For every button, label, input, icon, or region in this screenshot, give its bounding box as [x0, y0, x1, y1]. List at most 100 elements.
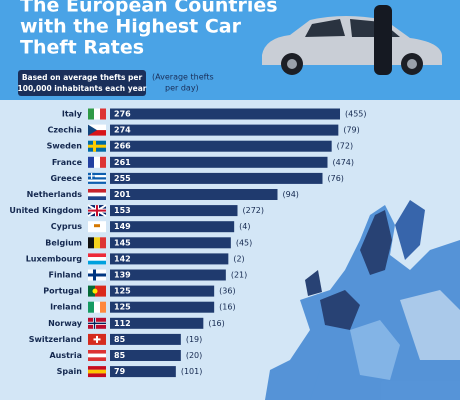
value-label: 142 [114, 254, 131, 263]
flag-part [88, 124, 97, 136]
country-label: Luxembourg [26, 254, 83, 263]
value-label: 274 [114, 126, 131, 135]
flag-part [88, 273, 106, 277]
country-label: Portugal [43, 287, 82, 296]
bar [110, 269, 226, 281]
flag-part [88, 172, 106, 176]
per-day-label: (455) [345, 110, 367, 119]
flag-part [100, 301, 106, 313]
country-label: Netherlands [27, 190, 83, 199]
flag-part [94, 108, 100, 120]
flag-part [88, 301, 94, 313]
flag-part [88, 253, 106, 258]
value-label: 125 [114, 303, 131, 312]
country-label: Norway [48, 319, 83, 328]
value-label: 149 [114, 222, 131, 231]
flag [88, 237, 106, 249]
country-label: France [52, 158, 83, 167]
flag-part [88, 189, 106, 193]
flag [87, 204, 107, 217]
bar [110, 237, 231, 249]
flag-part [88, 196, 106, 200]
bar [110, 221, 235, 233]
flag-part [88, 285, 95, 297]
flag-part [88, 144, 106, 148]
flag [88, 366, 106, 378]
flag-part [95, 285, 106, 297]
per-day-label: (94) [283, 190, 299, 199]
flag-part [88, 366, 106, 370]
value-label: 85 [114, 335, 126, 344]
flag-part [93, 338, 101, 341]
flag-part [88, 124, 106, 131]
flag [88, 350, 106, 361]
flag [88, 189, 106, 200]
per-day-label: (16) [219, 303, 235, 312]
value-label: 125 [114, 287, 131, 296]
flag [88, 317, 106, 329]
value-label: 85 [114, 351, 126, 360]
per-day-label: (36) [219, 287, 235, 296]
bar [110, 108, 340, 120]
bar [110, 189, 278, 200]
flag-part [92, 288, 98, 294]
flag-part [88, 156, 94, 168]
car-illustration [262, 5, 442, 75]
flag-part [94, 156, 100, 168]
per-day-label: (272) [243, 206, 265, 215]
bar [110, 333, 181, 345]
flag-part [100, 156, 106, 168]
per-day-label: (16) [208, 319, 224, 328]
flag-part [88, 257, 106, 261]
per-day-label: (76) [328, 174, 344, 183]
secondary-label: (Average thefts [152, 73, 214, 82]
flag-part [94, 301, 100, 313]
subtitle-line: 100,000 inhabitants each year [18, 84, 147, 93]
bar [110, 285, 215, 297]
flag [88, 333, 106, 345]
bar [110, 253, 229, 265]
flag-part [88, 373, 106, 378]
bar [110, 140, 332, 152]
country-label: United Kingdom [9, 206, 82, 215]
bar [110, 205, 238, 217]
bar [110, 301, 215, 313]
subtitle-box [18, 70, 146, 96]
flag-part [88, 353, 106, 358]
europe-map [265, 200, 460, 400]
flag-part [88, 209, 106, 212]
subtitle-line: Based on average thefts per [22, 73, 143, 82]
flag [88, 124, 106, 136]
country-label: Czechia [47, 126, 82, 135]
value-label: 266 [114, 142, 131, 151]
country-label: Austria [49, 351, 82, 360]
flag-part [88, 369, 106, 374]
value-label: 79 [114, 367, 126, 376]
per-day-label: (474) [333, 158, 355, 167]
per-day-label: (21) [231, 271, 247, 280]
flag [88, 221, 106, 233]
country-label: Sweden [47, 142, 83, 151]
per-day-label: (72) [337, 142, 353, 151]
title-line: Theft Rates [20, 37, 144, 59]
value-label: 145 [114, 238, 131, 247]
flag [88, 108, 106, 120]
per-day-label: (19) [186, 335, 202, 344]
flag [88, 301, 106, 313]
bar [110, 317, 204, 329]
value-label: 276 [114, 110, 131, 119]
value-label: 153 [114, 206, 131, 215]
country-label: Cyprus [51, 222, 82, 231]
country-label: Ireland [50, 303, 82, 312]
value-label: 255 [114, 174, 131, 183]
flag-part [88, 192, 106, 197]
per-day-label: (101) [181, 367, 203, 376]
flag-part [88, 260, 106, 265]
flag-part [88, 175, 106, 178]
per-day-label: (2) [233, 254, 244, 263]
flag-part [94, 224, 100, 228]
country-label: Italy [62, 110, 83, 119]
bar [110, 350, 181, 361]
country-label: Switzerland [29, 335, 83, 344]
